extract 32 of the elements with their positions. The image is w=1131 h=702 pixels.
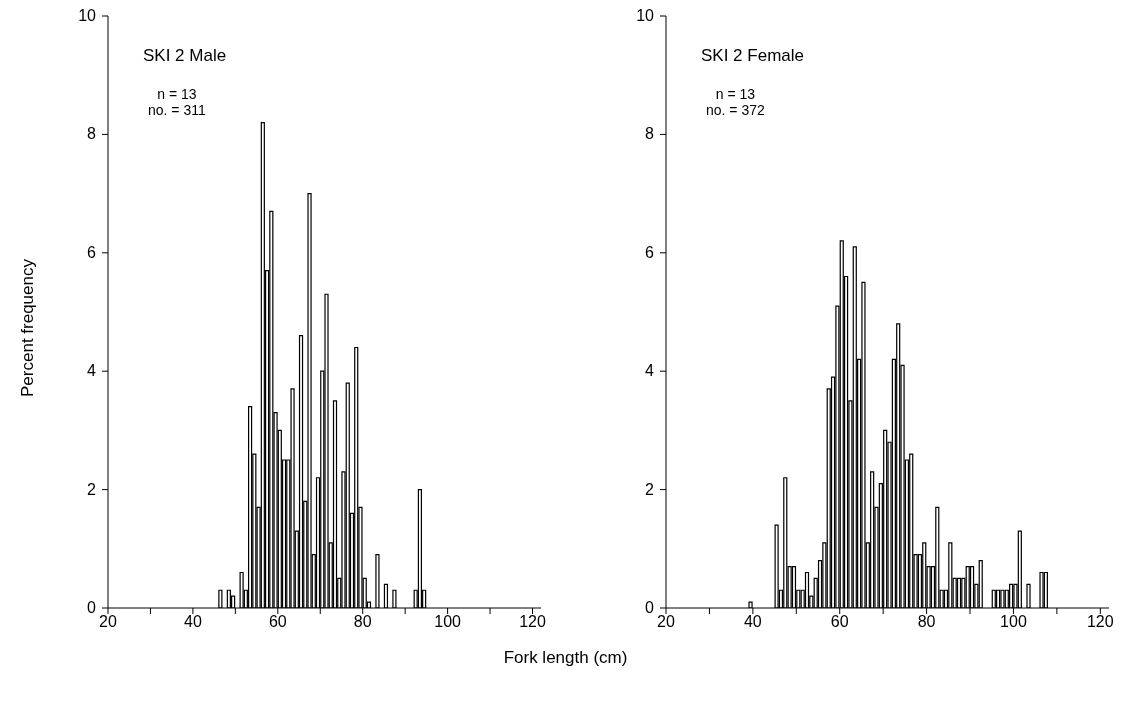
x-tick-label: 60: [830, 613, 849, 631]
y-tick-label: 10: [636, 7, 655, 24]
text: SKI 2 Female: [701, 46, 804, 66]
x-tick-label: 20: [657, 613, 675, 631]
x-tick-label: 80: [353, 613, 372, 631]
x-tick-label: 120: [1086, 613, 1114, 631]
x-axis-title: Fork length (cm): [502, 648, 629, 668]
y-tick-label: 8: [645, 125, 655, 143]
y-tick-label: 4: [645, 362, 655, 380]
x-tick-label: 40: [184, 613, 202, 631]
x-tick-label: 100: [434, 613, 462, 631]
y-tick-label: 0: [645, 599, 655, 616]
y-tick-label: 10: [78, 7, 97, 24]
x-tick-label: 120: [519, 613, 546, 631]
y-tick-label: 4: [87, 362, 97, 380]
annotation: n = 13: [714, 86, 757, 102]
y-tick-label: 6: [87, 243, 97, 261]
x-tick-label: 60: [268, 613, 287, 631]
x-tick-label: 80: [917, 613, 936, 631]
x-tick-label: 100: [1000, 613, 1027, 631]
annotation: no. = 311: [148, 102, 206, 118]
y-tick-label: 8: [87, 125, 97, 143]
y-tick-label: 6: [645, 243, 655, 261]
text: SKI 2 Male: [143, 46, 227, 66]
y-axis-title: Percent frequency: [18, 259, 38, 397]
annotation: n = 13: [156, 86, 198, 102]
y-tick-label: 2: [87, 480, 97, 498]
y-tick-label: 0: [87, 599, 97, 616]
x-tick-label: 40: [743, 613, 762, 631]
y-tick-label: 2: [645, 480, 655, 498]
annotation: no. = 372: [706, 102, 765, 118]
x-tick-label: 20: [99, 613, 117, 631]
